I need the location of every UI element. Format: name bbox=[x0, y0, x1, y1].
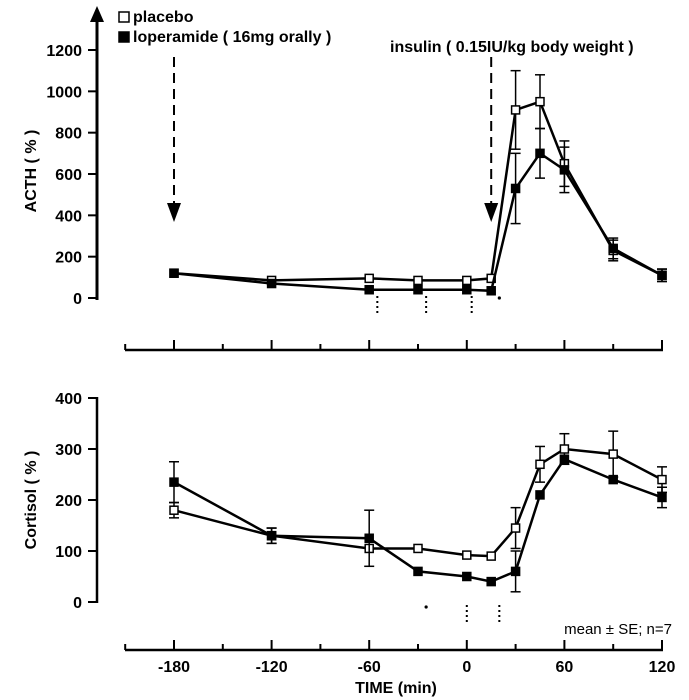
acth-ytick-label: 400 bbox=[55, 208, 82, 225]
cortisol-xtick-label: 60 bbox=[556, 659, 574, 676]
cortisol-y-axis-label: Cortisol ( % ) bbox=[23, 451, 40, 550]
acth-loperamide-point bbox=[413, 284, 423, 295]
cortisol-placebo-point bbox=[169, 505, 179, 515]
acth-ytick-label: 200 bbox=[55, 250, 82, 267]
cortisol-placebo-point bbox=[413, 543, 423, 554]
acth-series bbox=[169, 69, 667, 296]
cortisol-ytick-label: 300 bbox=[55, 442, 82, 459]
cortisol-loperamide-point bbox=[657, 492, 667, 503]
cortisol-loperamide-point bbox=[535, 490, 545, 500]
cortisol-significance-marks bbox=[424, 605, 501, 625]
cortisol-placebo-line bbox=[173, 447, 663, 558]
acth-placebo-point bbox=[462, 275, 472, 286]
cortisol-xtick-label: -60 bbox=[358, 659, 381, 676]
acth-y-axis-label: ACTH ( % ) bbox=[23, 130, 40, 213]
cortisol-loperamide-point bbox=[169, 477, 179, 487]
acth-ytick-label: 0 bbox=[73, 291, 82, 308]
acth-loperamide-point bbox=[486, 286, 496, 296]
cortisol-loperamide-point bbox=[266, 530, 277, 541]
cortisol-loperamide-line bbox=[173, 457, 663, 583]
cortisol-ytick-label: 200 bbox=[55, 493, 82, 510]
cortisol-loperamide-point bbox=[486, 576, 496, 587]
acth-loperamide-point bbox=[266, 278, 277, 289]
acth-loperamide-line bbox=[173, 151, 663, 293]
acth-placebo-point bbox=[510, 105, 521, 115]
acth-loperamide-point bbox=[535, 148, 545, 159]
x-axis-label: TIME (min) bbox=[355, 680, 437, 697]
cortisol-placebo-point bbox=[559, 444, 570, 454]
acth-loperamide-point bbox=[510, 183, 521, 194]
cortisol-loperamide-point bbox=[510, 566, 521, 577]
legend-loperamide-marker bbox=[118, 31, 130, 43]
acth-ytick-label: 800 bbox=[55, 126, 82, 143]
acth-annotation-arrows bbox=[167, 57, 499, 222]
acth-y-axis-arrowhead bbox=[90, 6, 104, 22]
cortisol-ytick-label: 0 bbox=[73, 595, 82, 612]
acth-placebo-line bbox=[173, 100, 663, 282]
cortisol-loperamide-point bbox=[462, 571, 472, 582]
cortisol-xtick-label: 120 bbox=[649, 659, 676, 676]
acth-loperamide-point bbox=[364, 284, 374, 295]
cortisol-placebo-point bbox=[462, 550, 472, 560]
legend-placebo-label: placebo bbox=[133, 9, 194, 26]
cortisol-significance-dot bbox=[424, 605, 428, 609]
acth-x-ticks bbox=[124, 340, 663, 350]
acth-y-ticks: 0 200 400 600 800 1000 1200 bbox=[46, 43, 97, 308]
acth-ytick-label: 1000 bbox=[46, 84, 82, 101]
cortisol-placebo-point bbox=[510, 523, 521, 533]
cortisol-placebo-point bbox=[608, 449, 618, 459]
insulin-annotation-label: insulin ( 0.15IU/kg body weight ) bbox=[390, 39, 634, 56]
acth-ytick-label: 1200 bbox=[46, 43, 82, 60]
annotation-arrow-head bbox=[484, 203, 499, 222]
cortisol-panel: Cortisol ( % ) 0 100 200 300 400 mean ± SE; … bbox=[23, 391, 675, 697]
cortisol-series bbox=[169, 430, 667, 593]
cortisol-ytick-label: 100 bbox=[55, 544, 82, 561]
legend-loperamide-label: loperamide ( 16mg orally ) bbox=[133, 29, 331, 46]
acth-panel: ACTH ( % ) 0 200 400 600 800 1000 1200 placebo… bbox=[23, 6, 667, 352]
cortisol-xtick-label: 0 bbox=[462, 659, 471, 676]
cortisol-y-ticks: 0 100 200 300 400 bbox=[55, 391, 97, 612]
cortisol-xtick-label: -180 bbox=[158, 659, 190, 676]
cortisol-loperamide-point bbox=[364, 533, 374, 543]
acth-loperamide-point bbox=[462, 284, 472, 295]
cortisol-loperamide-point bbox=[559, 454, 570, 464]
legend-placebo-marker bbox=[118, 11, 130, 23]
annotation-arrow-head bbox=[167, 203, 181, 222]
cortisol-x-ticks: -180 -120 -60 0 60 120 bbox=[124, 640, 676, 676]
acth-loperamide-point bbox=[559, 165, 570, 175]
acth-placebo-point bbox=[364, 273, 374, 284]
cortisol-placebo-point bbox=[486, 551, 496, 561]
acth-placebo-point bbox=[413, 275, 423, 286]
acth-ytick-label: 600 bbox=[55, 167, 82, 184]
cortisol-loperamide-point bbox=[413, 566, 423, 577]
acth-significance-marks bbox=[376, 296, 501, 316]
cortisol-ytick-label: 400 bbox=[55, 391, 82, 408]
acth-loperamide-point bbox=[169, 268, 179, 278]
mean-se-note: mean ± SE; n=7 bbox=[564, 621, 672, 638]
legend: placebo loperamide ( 16mg orally ) bbox=[118, 9, 331, 46]
acth-loperamide-point bbox=[608, 243, 618, 254]
cortisol-xtick-label: -120 bbox=[256, 659, 288, 676]
cortisol-loperamide-point bbox=[608, 474, 618, 485]
acth-significance-dot bbox=[497, 296, 501, 300]
cortisol-placebo-point bbox=[657, 474, 667, 485]
cortisol-placebo-point bbox=[535, 459, 545, 470]
acth-placebo-point bbox=[535, 96, 545, 107]
acth-loperamide-point bbox=[657, 270, 667, 281]
